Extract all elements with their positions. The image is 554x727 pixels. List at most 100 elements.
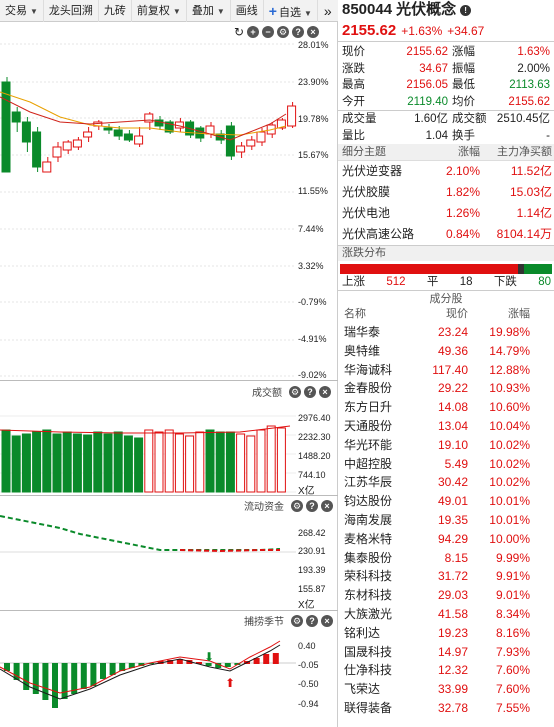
- subtheme-row[interactable]: 光伏胶膜 1.82% 15.03亿: [338, 182, 554, 203]
- volume-bar: [83, 434, 93, 493]
- constituent-row[interactable]: 海南发展 19.35 10.01%: [338, 511, 554, 530]
- stock-price: 30.42: [437, 475, 468, 490]
- subtheme-row[interactable]: 光伏高速公路 0.84% 8104.14万: [338, 224, 554, 245]
- flow-axis-label: 268.42: [298, 528, 326, 538]
- constituent-row[interactable]: 集泰股份 8.15 9.99%: [338, 549, 554, 568]
- constituent-row[interactable]: 江苏华辰 30.42 10.02%: [338, 473, 554, 492]
- quote-value: 1.63%: [517, 46, 550, 58]
- volume-bar: [256, 429, 266, 493]
- volume-bar: [42, 429, 52, 493]
- settings-icon[interactable]: ⚙: [291, 499, 303, 512]
- toolbar-trade-button[interactable]: 交易 ▼: [0, 0, 44, 22]
- subtheme-change: 1.82%: [445, 185, 480, 199]
- constituent-row[interactable]: 麦格米特 94.29 10.00%: [338, 530, 554, 549]
- subtheme-row[interactable]: 光伏电池 1.26% 1.14亿: [338, 203, 554, 224]
- constituent-row[interactable]: 奥特维 49.36 14.79%: [338, 342, 554, 361]
- down-count: 80: [538, 276, 551, 288]
- help-icon[interactable]: ?: [306, 614, 318, 627]
- constituent-row[interactable]: 联得装备 32.78 7.55%: [338, 699, 554, 718]
- osc-bar: [109, 663, 116, 675]
- flow-axis-label: 193.39: [298, 565, 326, 575]
- constituents-col[interactable]: 涨幅: [508, 308, 530, 320]
- osc-bar: [196, 662, 202, 664]
- candle: [83, 131, 93, 138]
- stock-name: 奥特维: [344, 343, 381, 358]
- chevron-down-icon: ▼: [172, 6, 181, 16]
- toolbar-adjust-button[interactable]: 前复权 ▼: [132, 0, 187, 22]
- stock-change: 10.02%: [489, 456, 530, 471]
- candle: [52, 146, 62, 158]
- stock-change: 10.02%: [489, 437, 530, 452]
- quote-value: 2156.05: [406, 79, 448, 91]
- stock-change: 9.01%: [495, 588, 530, 603]
- candle: [164, 121, 174, 133]
- constituents-col[interactable]: 现价: [446, 308, 468, 320]
- constituent-row[interactable]: 华光环能 19.10 10.02%: [338, 436, 554, 455]
- constituents-col[interactable]: 名称: [344, 308, 366, 320]
- toolbar-trade-label: 交易: [5, 4, 27, 17]
- close-icon[interactable]: ×: [321, 499, 333, 512]
- constituent-row[interactable]: 钧达股份 49.01 10.01%: [338, 492, 554, 511]
- quote-value: 1.60亿: [414, 113, 448, 125]
- osc-axis-label: -0.05: [298, 660, 319, 670]
- zoom-out-icon[interactable]: −: [262, 26, 275, 38]
- subtheme-row[interactable]: 光伏逆变器 2.10% 11.52亿: [338, 161, 554, 182]
- osc-bar: [52, 663, 58, 708]
- volume-bar: [11, 435, 21, 493]
- sell-signal-icon: ⬆: [225, 676, 235, 690]
- settings-icon[interactable]: ⚙: [289, 385, 301, 398]
- candle: [246, 139, 256, 147]
- flow-line: [0, 515, 281, 551]
- main-axis-label: 3.32%: [298, 261, 324, 271]
- close-icon[interactable]: ×: [319, 385, 331, 398]
- close-icon[interactable]: ×: [321, 614, 333, 627]
- stock-price: 12.32: [437, 663, 468, 678]
- constituent-row[interactable]: 瑞华泰 23.24 19.98%: [338, 323, 554, 342]
- volume-bar-chart[interactable]: [0, 396, 296, 496]
- info-icon[interactable]: !: [460, 4, 472, 16]
- constituent-row[interactable]: 飞荣达 33.99 7.60%: [338, 680, 554, 699]
- close-icon[interactable]: ×: [307, 26, 320, 38]
- constituent-row[interactable]: 国晟科技 14.97 7.93%: [338, 643, 554, 662]
- main-panel-controls: ↻ + − ⚙ ? ×: [234, 25, 320, 39]
- volume-axis-label: 2976.40: [298, 413, 331, 423]
- stock-price: 19.35: [437, 512, 468, 527]
- main-axis-label: -0.79%: [298, 297, 327, 307]
- constituent-row[interactable]: 中超控股 5.49 10.02%: [338, 455, 554, 474]
- constituents-header: 名称 现价 涨幅: [338, 306, 554, 323]
- toolbar-draw-button[interactable]: 画线: [231, 0, 264, 22]
- constituent-row[interactable]: 金春股份 29.22 10.93%: [338, 379, 554, 398]
- zoom-in-icon[interactable]: +: [247, 26, 260, 38]
- constituent-row[interactable]: 仕净科技 12.32 7.60%: [338, 661, 554, 680]
- refresh-icon[interactable]: ↻: [234, 25, 245, 39]
- constituent-row[interactable]: 荣科科技 31.72 9.91%: [338, 567, 554, 586]
- stock-change: 10.60%: [489, 400, 530, 415]
- toolbar-more-button[interactable]: »: [318, 0, 338, 22]
- divider: [338, 110, 554, 111]
- constituent-row[interactable]: 大族激光 41.58 8.34%: [338, 605, 554, 624]
- help-icon[interactable]: ?: [292, 26, 305, 38]
- constituent-row[interactable]: 铭利达 19.23 8.16%: [338, 624, 554, 643]
- toolbar-nine-brick-button[interactable]: 九砖: [99, 0, 132, 22]
- oscillator-chart[interactable]: ⬇⬆: [0, 627, 296, 727]
- capital-flow-chart[interactable]: [0, 510, 296, 610]
- help-icon[interactable]: ?: [306, 499, 318, 512]
- constituent-row[interactable]: 东材科技 29.03 9.01%: [338, 586, 554, 605]
- stock-change: 10.01%: [489, 512, 530, 527]
- subtheme-name: 光伏电池: [342, 206, 391, 220]
- add-watchlist-button[interactable]: + 自选 ▼: [264, 0, 318, 22]
- plus-icon: +: [268, 2, 277, 19]
- toolbar-overlay-button[interactable]: 叠加 ▼: [187, 0, 231, 22]
- constituent-row[interactable]: 东方日升 14.08 10.60%: [338, 398, 554, 417]
- help-icon[interactable]: ?: [304, 385, 316, 398]
- osc-bar: [23, 663, 30, 690]
- toolbar-leader-replay-button[interactable]: 龙头回溯: [44, 0, 99, 22]
- settings-icon[interactable]: ⚙: [277, 26, 290, 38]
- candlestick-chart[interactable]: [0, 22, 297, 382]
- constituent-row[interactable]: 华海诚科 117.40 12.88%: [338, 361, 554, 380]
- quote-label: 成交额: [452, 113, 487, 125]
- constituent-row[interactable]: 天通股份 13.04 10.04%: [338, 417, 554, 436]
- osc-signal-line: [0, 640, 281, 694]
- volume-bar: [134, 437, 144, 493]
- settings-icon[interactable]: ⚙: [291, 614, 303, 627]
